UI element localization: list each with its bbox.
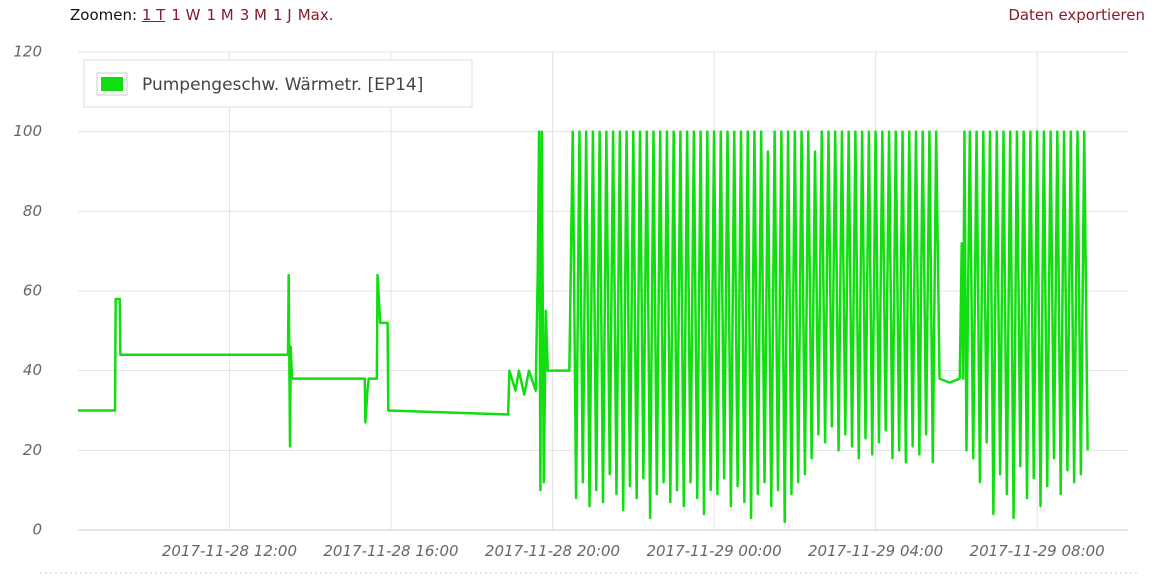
zoom-toolbar: Zoomen: 1 T 1 W 1 M 3 M 1 J Max. <box>70 6 340 24</box>
y-tick-label: 80 <box>23 202 42 220</box>
y-tick-label: 60 <box>23 282 42 300</box>
y-tick-label: 100 <box>13 122 42 140</box>
legend: Pumpengeschw. Wärmetr. [EP14] <box>83 59 473 108</box>
data-line <box>78 130 1089 524</box>
x-tick-label: 2017-11-29 04:00 <box>808 542 943 560</box>
x-tick-label: 2017-11-29 08:00 <box>970 542 1105 560</box>
zoom-label: Zoomen: <box>70 6 138 24</box>
y-tick-label: 40 <box>23 361 42 379</box>
export-link[interactable]: Daten exportieren <box>1008 6 1145 24</box>
legend-swatch-fill <box>101 77 123 91</box>
y-tick-label: 0 <box>32 521 42 539</box>
zoom-option[interactable]: Max. <box>297 6 334 24</box>
zoom-option[interactable]: 1 J <box>272 6 292 24</box>
y-tick-label: 20 <box>23 441 42 459</box>
x-tick-label: 2017-11-28 16:00 <box>323 542 458 560</box>
x-tick-label: 2017-11-28 12:00 <box>162 542 297 560</box>
legend-box <box>83 59 473 108</box>
zoom-option[interactable]: 1 W <box>171 6 201 24</box>
x-tick-label: 2017-11-28 20:00 <box>485 542 620 560</box>
zoom-option[interactable]: 3 M <box>239 6 267 24</box>
zoom-option[interactable]: 1 M <box>206 6 234 24</box>
y-tick-label: 120 <box>13 43 42 61</box>
zoom-option[interactable]: 1 T <box>141 6 166 24</box>
legend-label: Pumpengeschw. Wärmetr. [EP14] <box>142 75 423 95</box>
x-tick-label: 2017-11-29 00:00 <box>646 542 781 560</box>
